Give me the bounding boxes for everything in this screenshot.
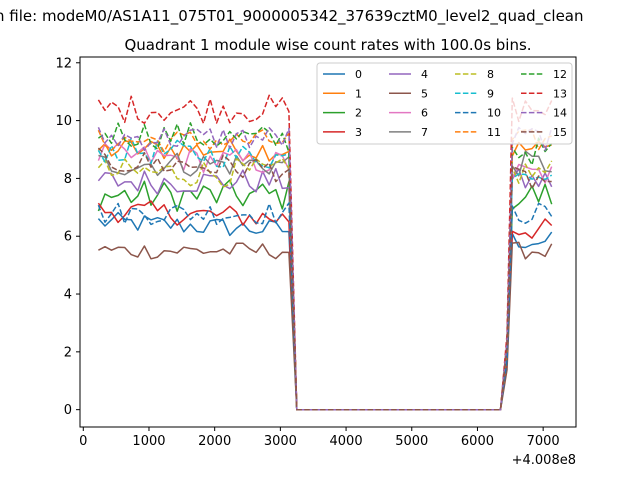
series-line-8 (97, 157, 553, 411)
y-tick-label: 6 (64, 230, 72, 245)
legend-label: 5 (421, 87, 428, 100)
y-tick-label: 10 (55, 114, 72, 129)
series-lines (97, 94, 553, 411)
series-line-6 (97, 142, 553, 411)
legend-label: 4 (421, 68, 428, 81)
series-line-0 (97, 211, 553, 411)
plot-frame (79, 56, 577, 428)
x-tick-label: 4000 (330, 434, 363, 449)
legend-label: 7 (421, 126, 428, 139)
legend-label: 11 (487, 126, 501, 139)
legend-label: 13 (553, 87, 567, 100)
figure-suptitle: n file: modeM0/AS1A11_075T01_9000005342_… (0, 7, 584, 26)
x-tick-label: 5000 (395, 434, 428, 449)
legend-label: 12 (553, 68, 567, 81)
legend-label: 2 (355, 107, 362, 120)
series-line-14 (97, 126, 553, 411)
x-offset-label: +4.008e8 (512, 453, 576, 468)
legend-label: 1 (355, 87, 362, 100)
legend-label: 9 (487, 87, 494, 100)
legend-label: 8 (487, 68, 494, 81)
legend-label: 3 (355, 126, 362, 139)
series-line-15 (97, 147, 552, 411)
legend-label: 15 (553, 126, 567, 139)
series-line-9 (97, 137, 553, 411)
legend-label: 10 (487, 107, 501, 120)
x-tick-label: 0 (79, 434, 87, 449)
series-line-3 (97, 200, 553, 411)
y-tick-label: 4 (64, 288, 72, 303)
x-tick-label: 2000 (198, 434, 231, 449)
y-tick-label: 8 (64, 172, 72, 187)
legend-label: 14 (553, 107, 567, 120)
x-tick-label: 7000 (527, 434, 560, 449)
series-line-7 (98, 150, 552, 411)
y-tick-label: 0 (64, 403, 72, 418)
x-tick-label: 1000 (132, 434, 165, 449)
legend-label: 0 (355, 68, 362, 81)
y-tick-label: 2 (64, 345, 72, 360)
chart-title: Quadrant 1 module wise count rates with … (124, 36, 531, 54)
x-tick-label: 3000 (264, 434, 297, 449)
x-tick-label: 6000 (461, 434, 494, 449)
series-line-5 (98, 241, 553, 411)
y-tick-label: 12 (55, 56, 72, 71)
series-line-10 (97, 202, 553, 411)
series-line-2 (97, 179, 553, 411)
series-line-11 (97, 129, 552, 411)
legend-label: 6 (421, 107, 428, 120)
legend-box (316, 62, 573, 145)
series-line-4 (97, 167, 553, 411)
